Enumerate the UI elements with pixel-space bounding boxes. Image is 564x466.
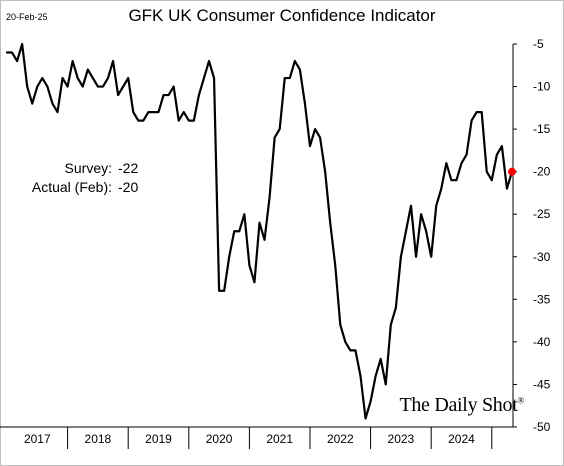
y-tick-label: -35 (533, 292, 551, 306)
survey-value: -22 (118, 160, 139, 176)
y-tick-label: -50 (533, 420, 551, 434)
x-tick-label: 2023 (388, 432, 415, 446)
y-tick-label: -40 (533, 335, 551, 349)
watermark-text: The Daily Shot (399, 394, 518, 416)
registered-mark: ® (517, 395, 524, 406)
y-tick-label: -10 (533, 80, 551, 94)
y-tick-label: -30 (533, 250, 551, 264)
highlight-point (507, 167, 516, 176)
y-tick-label: -25 (533, 207, 551, 221)
y-tick-label: -5 (533, 37, 544, 51)
chart-title: GFK UK Consumer Confidence Indicator (128, 6, 436, 25)
actual-label: Actual (Feb): (31, 179, 112, 195)
actual-value: -20 (118, 179, 139, 195)
x-tick-label: 2024 (448, 432, 475, 446)
series-line (5, 42, 514, 420)
chart-date: 20-Feb-25 (6, 12, 48, 22)
y-tick-label: -15 (533, 122, 551, 136)
x-tick-label: 2019 (145, 432, 172, 446)
x-tick-label: 2017 (24, 432, 51, 446)
y-tick-label: -20 (533, 165, 551, 179)
x-tick-label: 2018 (85, 432, 112, 446)
x-tick-label: 2022 (327, 432, 354, 446)
survey-label: Survey: (64, 160, 112, 176)
x-tick-label: 2021 (266, 432, 293, 446)
x-tick-label: 2020 (206, 432, 233, 446)
y-tick-label: -45 (533, 377, 551, 391)
watermark-logo: The Daily Shot® (399, 394, 524, 417)
